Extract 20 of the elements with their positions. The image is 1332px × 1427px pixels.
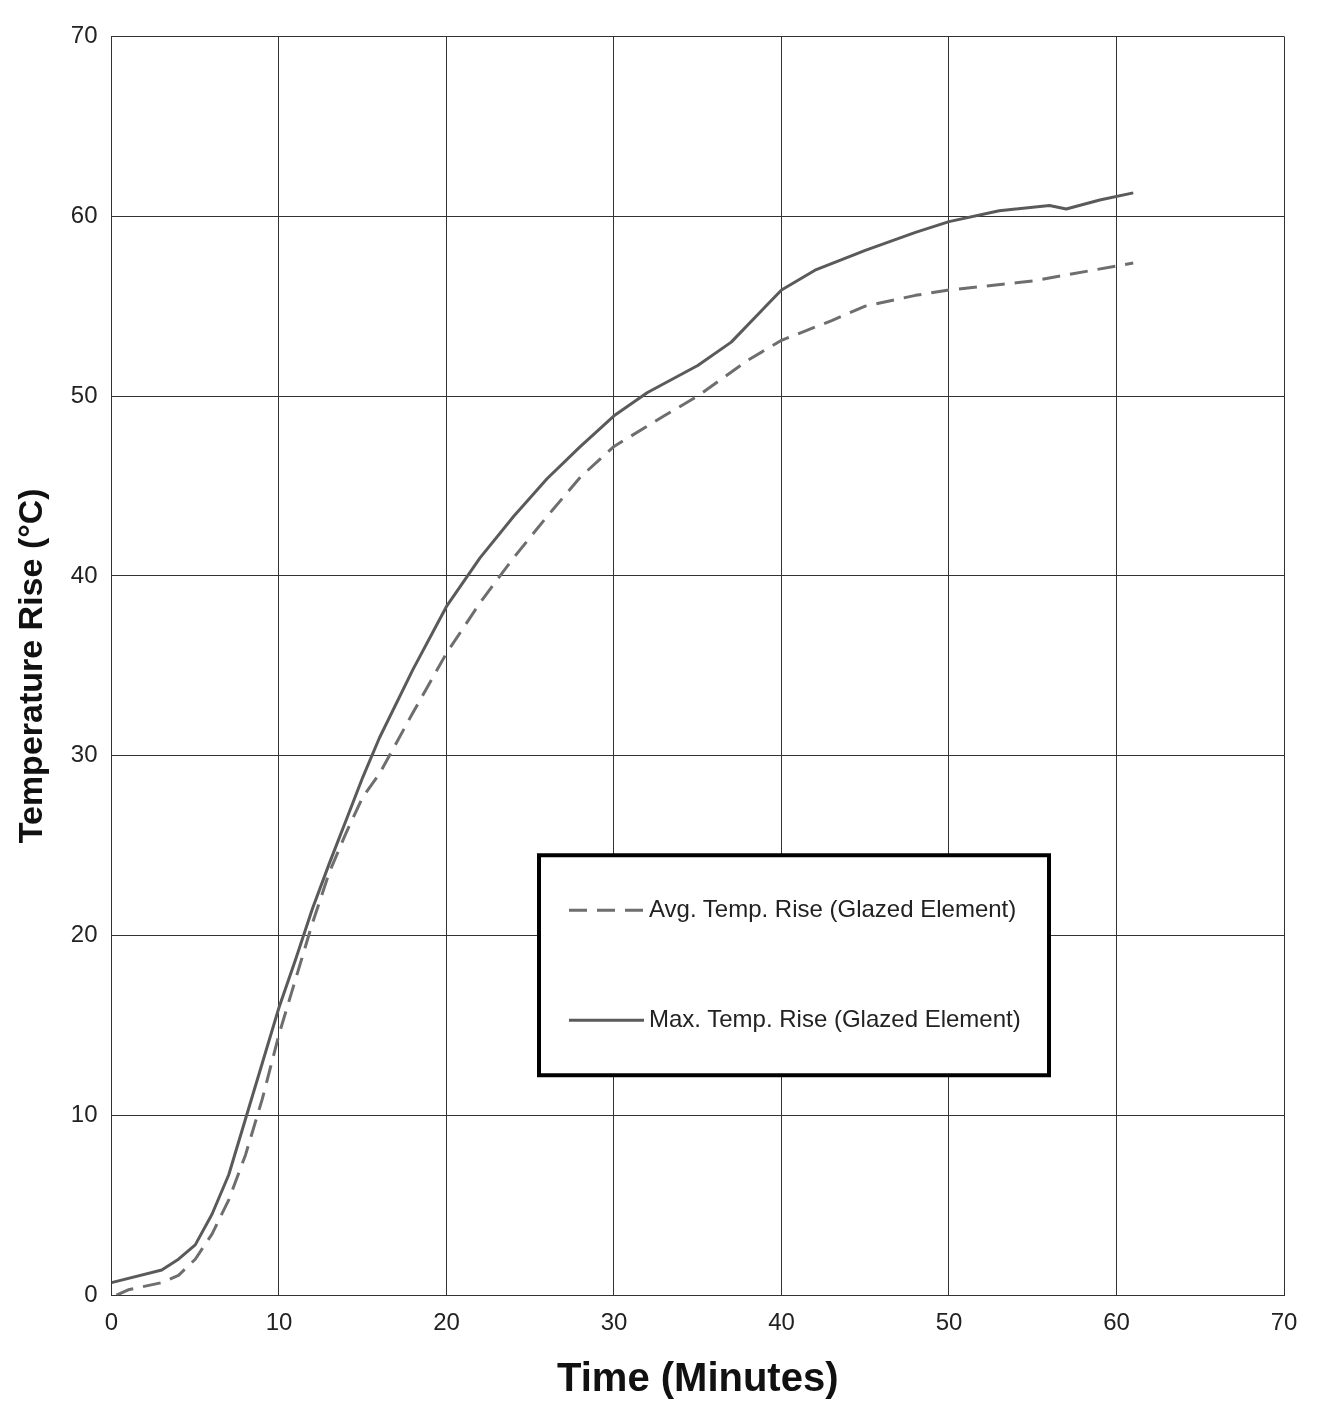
x-tick-label: 10 [265, 1308, 293, 1336]
x-tick-label: 40 [768, 1308, 795, 1336]
x-tick-label: 30 [600, 1308, 628, 1336]
x-axis-title: Time (Minutes) [556, 1355, 839, 1400]
y-tick-label: 70 [70, 21, 98, 49]
x-tick-label: 70 [1270, 1308, 1298, 1336]
y-tick-label: 60 [70, 200, 98, 228]
x-tick-label: 60 [1103, 1308, 1130, 1336]
y-tick-label: 20 [70, 920, 98, 948]
y-tick-label: 50 [70, 380, 98, 408]
x-tick-label: 0 [104, 1308, 119, 1336]
legend-label: Max. Temp. Rise (Glazed Element) [649, 1004, 1021, 1032]
legend-label: Avg. Temp. Rise (Glazed Element) [649, 894, 1017, 922]
y-tick-label: 10 [70, 1100, 98, 1127]
x-tick-label: 20 [433, 1308, 460, 1336]
x-tick-label: 50 [935, 1308, 963, 1336]
y-axis-title: Temperature Rise (°C) [10, 488, 49, 844]
y-tick-label: 0 [84, 1279, 98, 1307]
y-tick-label: 40 [70, 560, 98, 588]
y-tick-label: 30 [70, 740, 98, 768]
